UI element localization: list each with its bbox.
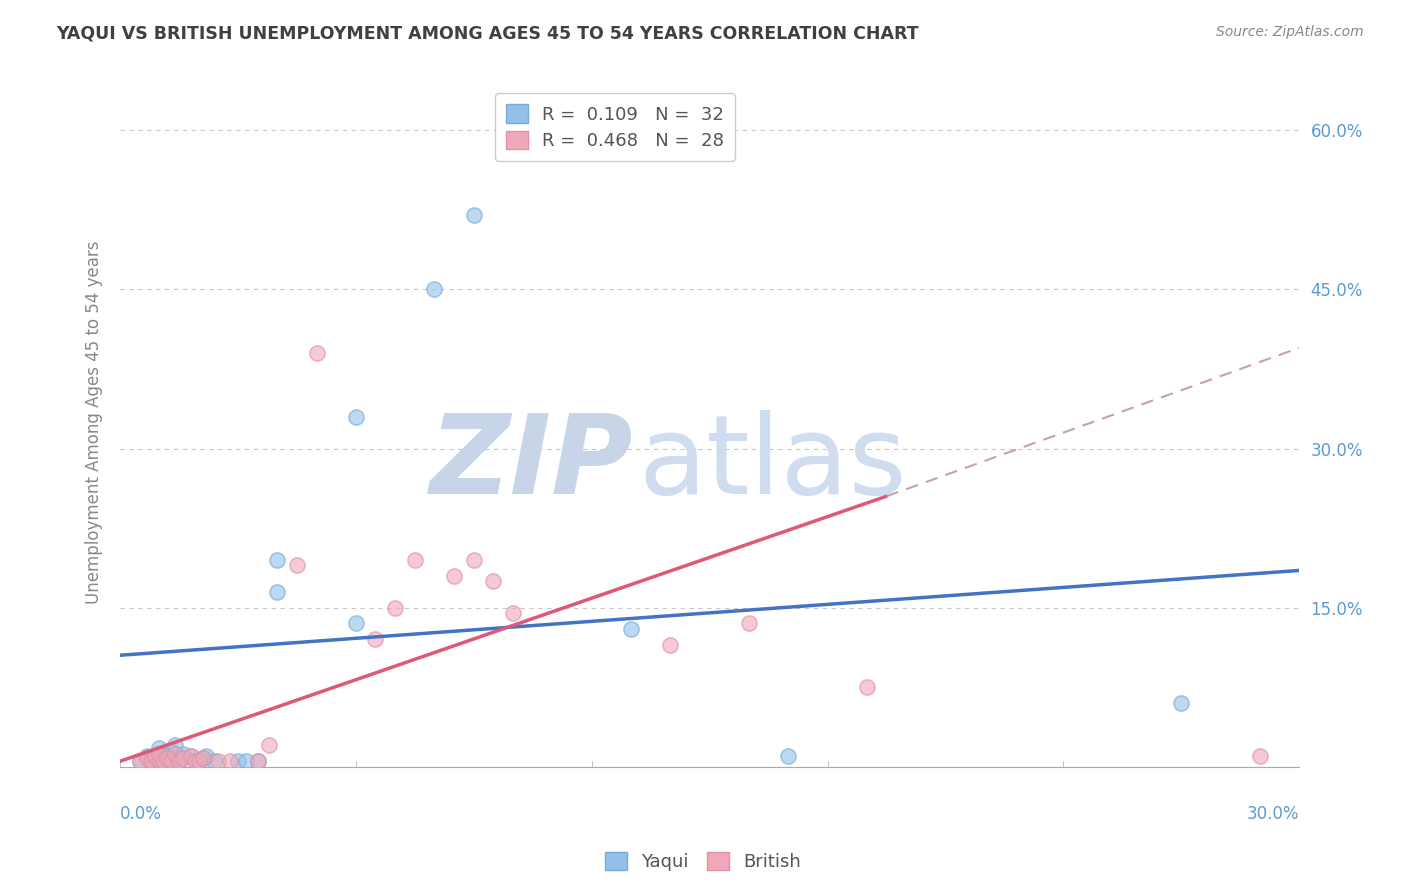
- Point: [1249, 749, 1271, 764]
- Point: [620, 622, 643, 636]
- Legend: Yaqui, British: Yaqui, British: [598, 845, 808, 879]
- Point: [141, 754, 163, 768]
- Point: [266, 553, 288, 567]
- Point: [482, 574, 505, 588]
- Text: YAQUI VS BRITISH UNEMPLOYMENT AMONG AGES 45 TO 54 YEARS CORRELATION CHART: YAQUI VS BRITISH UNEMPLOYMENT AMONG AGES…: [56, 25, 920, 43]
- Text: 30.0%: 30.0%: [1247, 805, 1299, 823]
- Point: [344, 616, 367, 631]
- Point: [423, 283, 446, 297]
- Point: [156, 749, 179, 764]
- Point: [163, 739, 186, 753]
- Point: [167, 754, 190, 768]
- Point: [659, 638, 682, 652]
- Point: [856, 680, 879, 694]
- Point: [160, 744, 183, 758]
- Text: ZIP: ZIP: [429, 409, 633, 516]
- Text: Source: ZipAtlas.com: Source: ZipAtlas.com: [1216, 25, 1364, 39]
- Point: [259, 739, 281, 753]
- Point: [136, 751, 159, 765]
- Point: [404, 553, 426, 567]
- Point: [443, 568, 465, 582]
- Point: [191, 751, 214, 765]
- Text: 0.0%: 0.0%: [120, 805, 162, 823]
- Point: [1170, 696, 1192, 710]
- Point: [180, 749, 202, 764]
- Point: [305, 346, 328, 360]
- Point: [167, 754, 190, 768]
- Point: [160, 754, 183, 768]
- Point: [136, 749, 159, 764]
- Point: [187, 754, 209, 768]
- Point: [384, 600, 406, 615]
- Point: [191, 751, 214, 765]
- Point: [219, 754, 242, 768]
- Point: [148, 754, 170, 768]
- Point: [344, 409, 367, 424]
- Point: [738, 616, 761, 631]
- Point: [152, 754, 174, 768]
- Point: [226, 754, 249, 768]
- Point: [148, 740, 170, 755]
- Point: [235, 754, 257, 768]
- Point: [266, 584, 288, 599]
- Point: [183, 754, 205, 768]
- Legend: R =  0.109   N =  32, R =  0.468   N =  28: R = 0.109 N = 32, R = 0.468 N = 28: [495, 94, 735, 161]
- Point: [156, 751, 179, 765]
- Point: [167, 751, 190, 765]
- Point: [152, 754, 174, 768]
- Point: [172, 747, 194, 761]
- Point: [187, 754, 209, 768]
- Point: [141, 754, 163, 768]
- Point: [183, 754, 205, 768]
- Point: [202, 754, 225, 768]
- Point: [364, 632, 387, 647]
- Point: [463, 553, 485, 567]
- Point: [143, 751, 166, 765]
- Point: [143, 749, 166, 764]
- Text: atlas: atlas: [638, 409, 907, 516]
- Point: [246, 754, 269, 768]
- Point: [156, 754, 179, 768]
- Point: [246, 754, 269, 768]
- Y-axis label: Unemployment Among Ages 45 to 54 years: Unemployment Among Ages 45 to 54 years: [86, 240, 103, 604]
- Point: [463, 208, 485, 222]
- Point: [128, 754, 150, 768]
- Point: [180, 749, 202, 764]
- Point: [207, 754, 229, 768]
- Point: [128, 754, 150, 768]
- Point: [148, 747, 170, 761]
- Point: [148, 747, 170, 761]
- Point: [502, 606, 524, 620]
- Point: [778, 749, 800, 764]
- Point: [163, 747, 186, 761]
- Point: [172, 751, 194, 765]
- Point: [285, 558, 308, 573]
- Point: [195, 749, 218, 764]
